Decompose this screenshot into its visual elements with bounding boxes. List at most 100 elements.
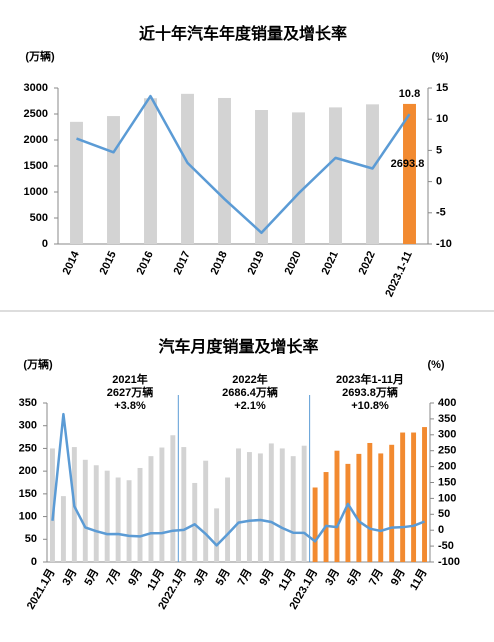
x-tick-label: 9月	[125, 566, 145, 587]
x-tick-label: 5月	[344, 566, 364, 587]
x-tick-label: 2022	[357, 249, 378, 276]
x-tick-label: 11月	[144, 566, 167, 592]
x-tick-label: 7月	[235, 566, 255, 587]
bar	[411, 432, 417, 562]
bar	[82, 459, 88, 562]
bar	[403, 103, 416, 245]
x-tick-label: 7月	[366, 566, 386, 587]
annotation: +3.8%	[114, 400, 146, 412]
bar	[389, 444, 395, 562]
bar	[50, 448, 55, 562]
y-axis-label: (万辆)	[23, 357, 53, 371]
bar	[148, 456, 154, 562]
y-tick-label: 50	[25, 533, 37, 545]
bar	[257, 453, 263, 562]
bar	[292, 112, 305, 244]
x-tick-label: 2023.1-11	[383, 249, 415, 298]
bar	[422, 427, 427, 562]
y2-tick-label: 400	[438, 397, 456, 409]
bar	[203, 460, 209, 562]
annotation: 2686.4万辆	[222, 385, 278, 399]
x-tick-label: 3月	[191, 566, 211, 587]
bar	[323, 472, 329, 562]
y-tick-label: 2500	[24, 108, 48, 120]
annotation: 2021年	[112, 372, 147, 386]
bar	[137, 467, 143, 562]
chart-title: 近十年汽车年度销量及增长率	[139, 24, 347, 43]
x-tick-label: 5月	[82, 566, 102, 587]
y2-tick-label: 15	[436, 82, 448, 94]
x-tick-label: 3月	[60, 566, 80, 587]
y2-axis-label: (%)	[427, 359, 444, 371]
annotation: +10.8%	[351, 400, 389, 412]
bar	[255, 109, 268, 244]
y2-tick-label: 250	[438, 445, 456, 457]
bar	[301, 445, 307, 562]
x-tick-label: 2016	[135, 249, 156, 276]
x-tick-label: 3月	[322, 566, 342, 587]
x-tick-label: 2018	[209, 249, 230, 276]
x-tick-label: 2021.1月	[24, 566, 58, 611]
x-tick-label: 11月	[407, 566, 430, 592]
y-tick-label: 250	[19, 442, 37, 454]
x-tick-label: 9月	[257, 566, 277, 587]
y2-tick-label: 300	[438, 429, 456, 441]
bar	[126, 480, 132, 562]
y2-tick-label: -100	[438, 556, 460, 568]
y2-tick-label: 0	[436, 176, 442, 188]
y-tick-label: 350	[19, 397, 37, 409]
bar-value-label: 2693.8	[391, 158, 425, 170]
bar	[279, 448, 285, 562]
y-tick-label: 1500	[24, 160, 48, 172]
y2-tick-label: 200	[438, 461, 456, 473]
y2-tick-label: -50	[438, 540, 454, 552]
y2-tick-label: 350	[438, 413, 456, 425]
bar	[192, 482, 198, 562]
growth-line	[51, 412, 425, 547]
bar	[268, 443, 274, 562]
growth-line	[76, 94, 411, 235]
y-tick-label: 500	[30, 212, 48, 224]
bar	[312, 487, 318, 562]
y2-tick-label: 5	[436, 144, 442, 156]
x-tick-label: 2014	[61, 249, 83, 277]
x-tick-label: 7月	[103, 566, 123, 587]
x-tick-label: 2019	[246, 249, 267, 276]
bar	[70, 121, 83, 244]
y-tick-label: 0	[31, 556, 37, 568]
annotation: 2022年	[232, 372, 267, 386]
x-tick-label: 5月	[213, 566, 233, 587]
bar	[214, 508, 220, 562]
y2-tick-label: 0	[438, 524, 444, 536]
x-tick-label: 2020	[283, 249, 304, 276]
bar	[170, 435, 176, 562]
bar	[236, 448, 241, 562]
bar	[93, 465, 99, 562]
bar	[218, 97, 231, 244]
x-tick-label: 9月	[388, 566, 408, 587]
bar	[366, 104, 379, 244]
y2-axis-label: (%)	[431, 51, 448, 63]
y-tick-label: 300	[19, 420, 37, 432]
bar	[144, 98, 157, 244]
bar	[334, 450, 340, 562]
y2-tick-label: -5	[436, 207, 446, 219]
y2-tick-label: 10	[436, 113, 448, 125]
x-tick-label: 11月	[276, 566, 299, 592]
y-tick-label: 2000	[24, 134, 48, 146]
bar	[225, 477, 231, 562]
y2-tick-label: -10	[436, 238, 452, 250]
x-tick-label: 2015	[98, 249, 119, 276]
annotation: 2627万辆	[107, 385, 153, 399]
bar	[181, 447, 187, 562]
line-value-label: 10.8	[399, 88, 420, 100]
annotation: +2.1%	[234, 400, 266, 412]
y-tick-label: 0	[42, 238, 48, 250]
y2-tick-label: 50	[438, 508, 450, 520]
x-tick-label: 2021	[320, 249, 341, 276]
bar	[378, 453, 384, 562]
bar	[345, 463, 351, 562]
y-tick-label: 1000	[24, 186, 48, 198]
bar	[246, 452, 252, 562]
